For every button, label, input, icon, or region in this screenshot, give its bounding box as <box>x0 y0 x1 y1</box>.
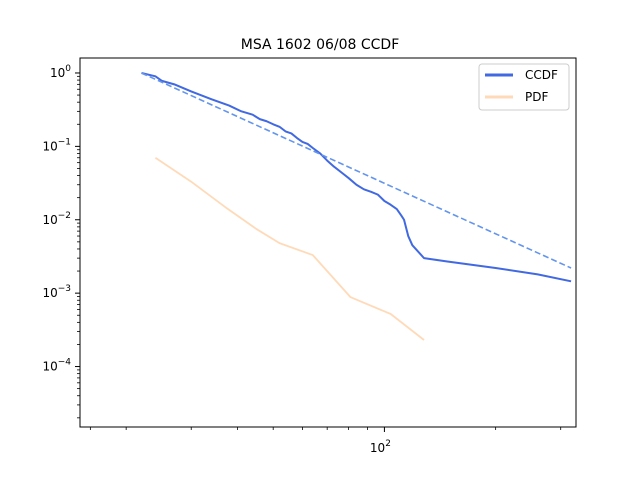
ccdf-series-line <box>141 72 572 283</box>
y-tick-label: 10−3 <box>42 284 71 300</box>
ticks-layer: 100 10−1 10−2 10−3 10−4 102 <box>42 64 562 455</box>
axes-frame <box>79 57 577 428</box>
y-tick-label: 10−4 <box>42 358 71 374</box>
legend: CCDF PDF <box>478 63 570 111</box>
fit-series-line <box>141 72 572 269</box>
pdf-series-line <box>154 156 425 341</box>
legend-items: CCDF PDF <box>485 68 558 104</box>
legend-label-ccdf: CCDF <box>525 68 558 82</box>
y-tick-label: 10−1 <box>42 137 71 153</box>
legend-label-pdf: PDF <box>525 90 548 104</box>
x-tick-label: 102 <box>370 439 391 455</box>
series-layer <box>141 72 572 341</box>
plot-area: 100 10−1 10−2 10−3 10−4 102 <box>42 57 577 455</box>
chart-title: MSA 1602 06/08 CCDF <box>241 37 400 53</box>
y-tick-label: 100 <box>50 64 71 80</box>
y-tick-label: 10−2 <box>42 211 71 227</box>
